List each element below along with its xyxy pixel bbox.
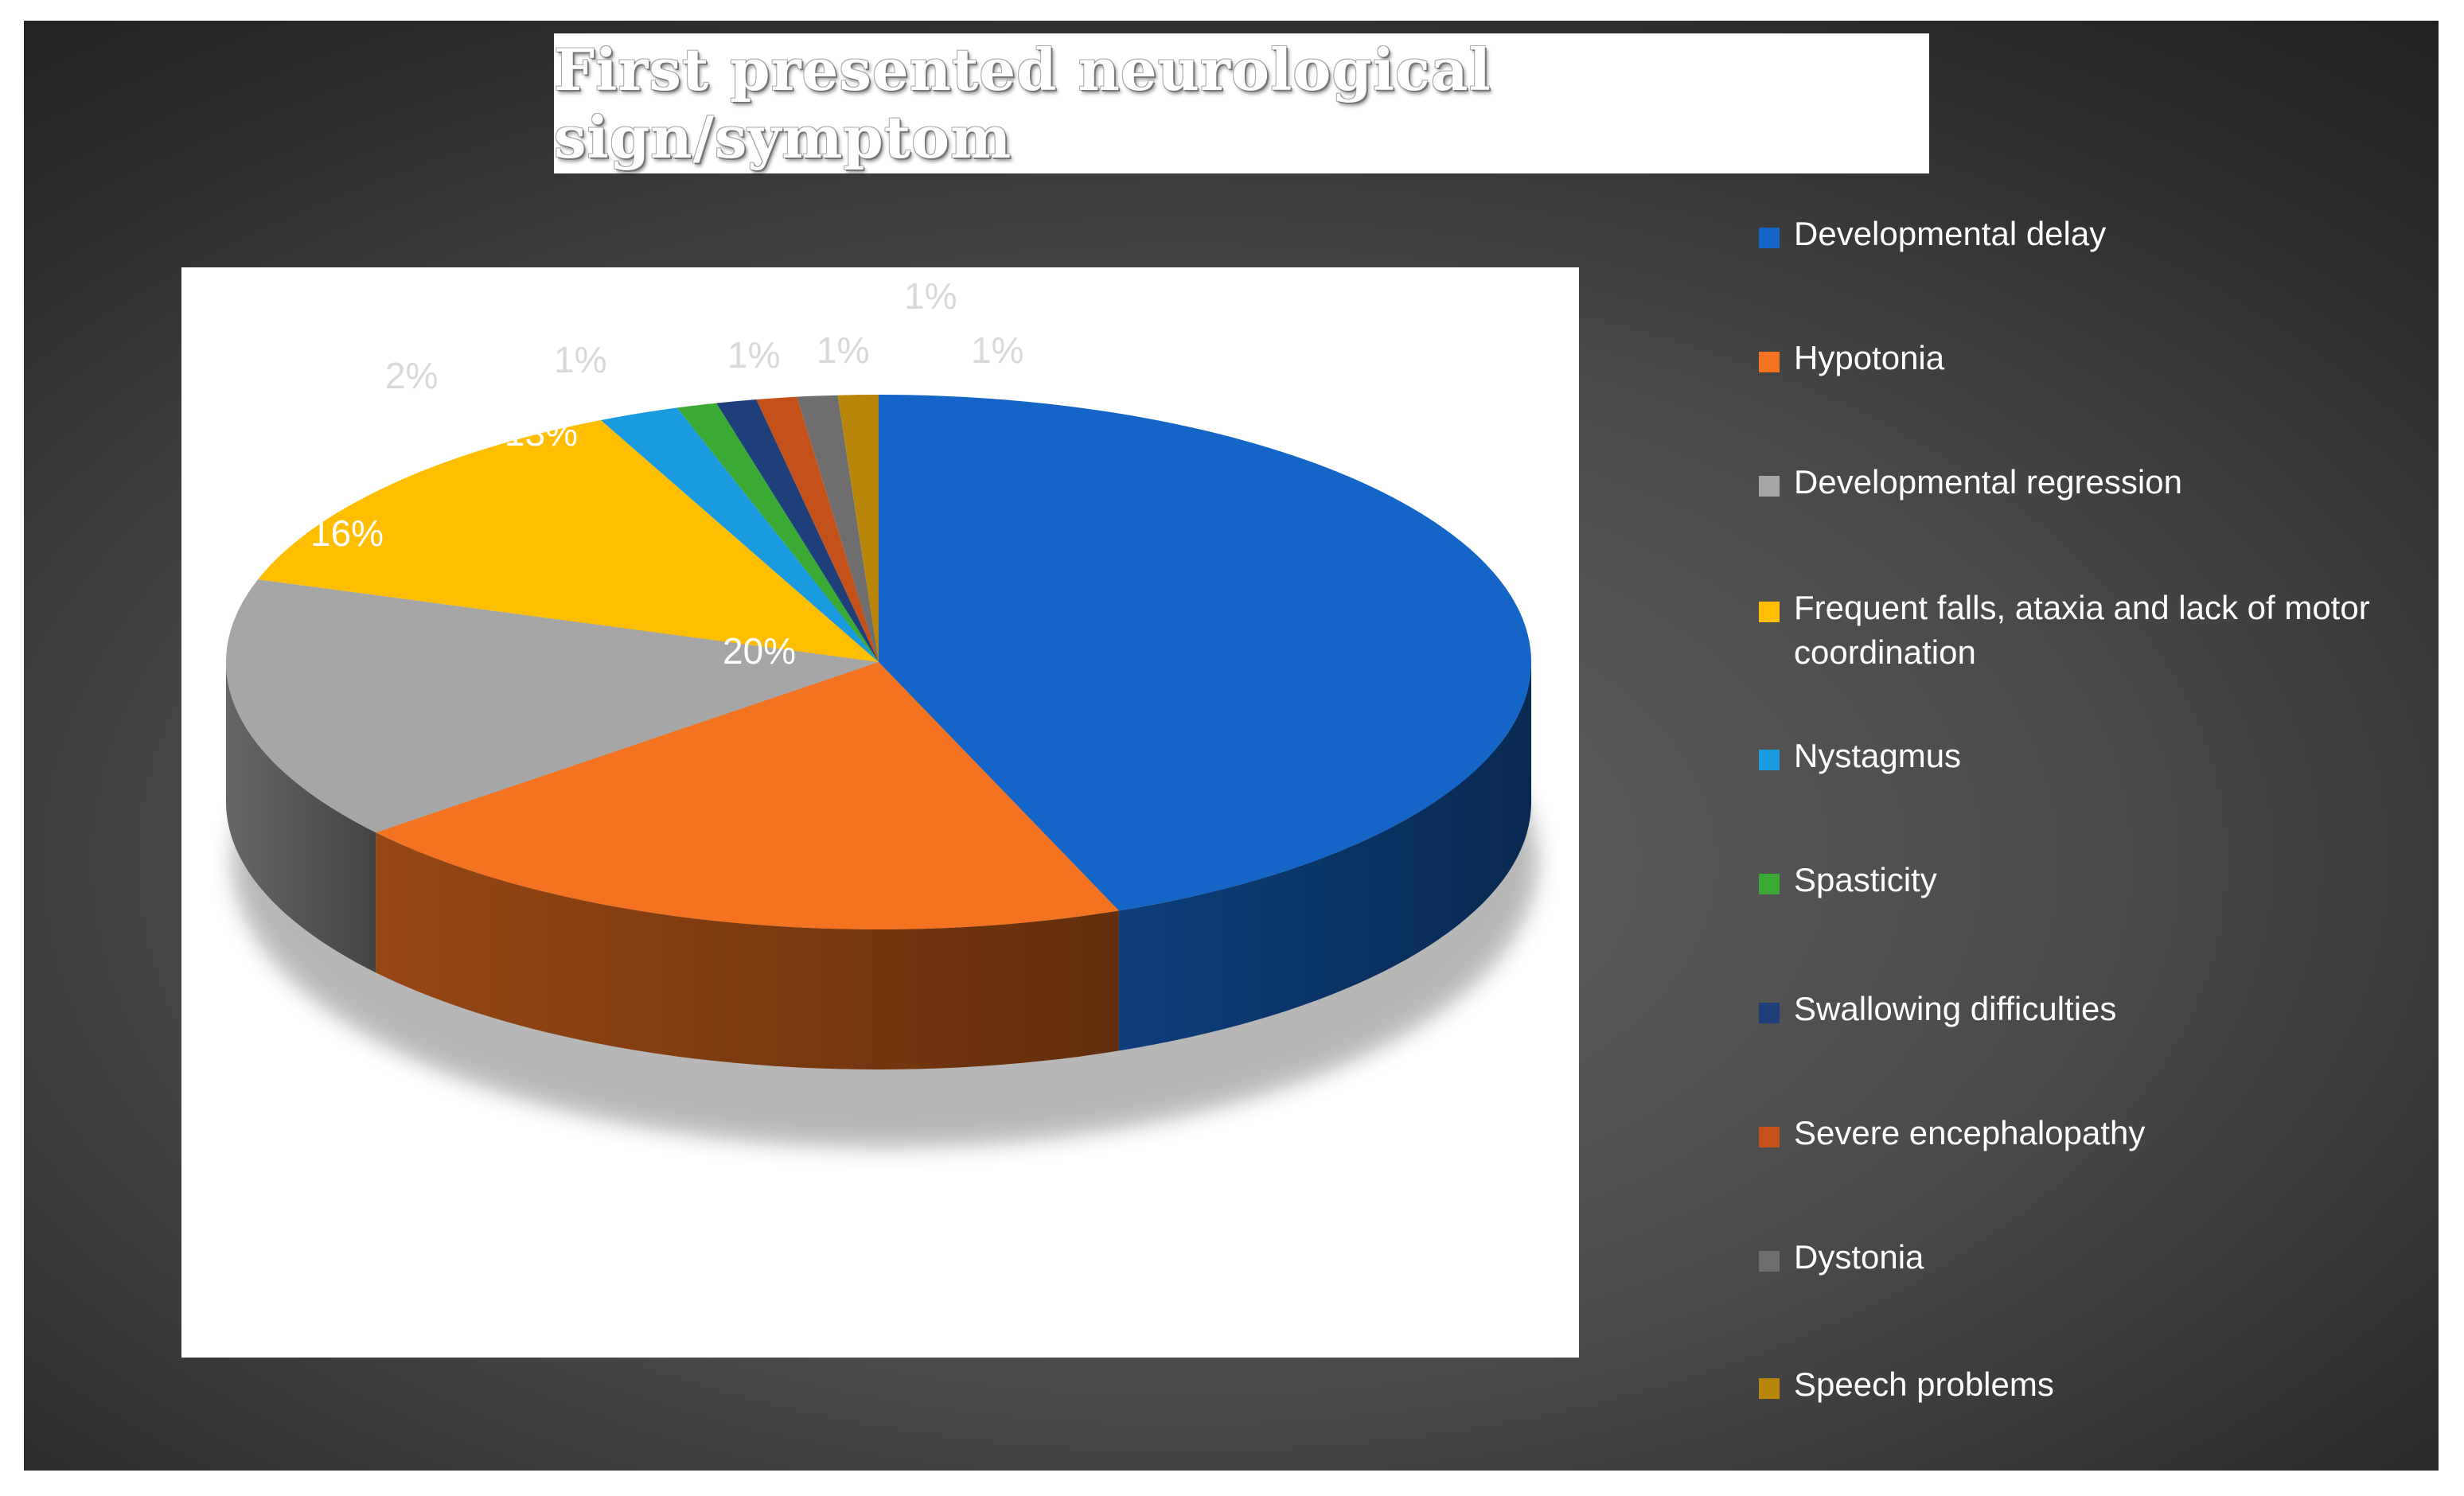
legend-item-spasticity: Spasticity xyxy=(1759,858,2427,902)
legend-swatch xyxy=(1759,1378,1780,1399)
legend-label: Speech problems xyxy=(1794,1365,2054,1403)
legend-item-nystagmus: Nystagmus xyxy=(1759,734,2427,778)
pie-slice-severe-encephalopathy xyxy=(756,396,879,662)
pie-label-speech-problems: 1% xyxy=(971,329,1023,371)
legend-label: Spasticity xyxy=(1794,861,1937,898)
pie-label-frequent-falls-ataxia-and-lack-of-motor-coordination: 13% xyxy=(505,412,578,454)
pie-label-spasticity: 1% xyxy=(554,339,606,380)
legend-swatch xyxy=(1759,352,1780,372)
legend-label: Frequent falls, ataxia and lack of motor… xyxy=(1794,589,2370,671)
legend-item-frequent-falls-ataxia-and-lack-of-motor-coordination: Frequent falls, ataxia and lack of motor… xyxy=(1759,586,2427,675)
legend-swatch xyxy=(1759,1003,1780,1023)
legend-item-severe-encephalopathy: Severe encephalopathy xyxy=(1759,1111,2427,1155)
legend-swatch xyxy=(1759,874,1780,894)
legend-item-dystonia: Dystonia xyxy=(1759,1235,2427,1280)
pie-slice-swallowing-difficulties xyxy=(716,399,879,662)
legend-label: Hypotonia xyxy=(1794,339,1945,376)
legend-item-speech-problems: Speech problems xyxy=(1759,1362,2427,1407)
pie-slice-frequent-falls-ataxia-and-lack-of-motor-coordination xyxy=(258,420,879,662)
pie-slice-developmental-regression xyxy=(225,579,879,833)
pie-slice-hypotonia xyxy=(376,662,1119,930)
legend-swatch xyxy=(1759,476,1780,497)
chart-title: First presented neurological sign/sympto… xyxy=(554,36,1491,171)
pie-side-shade-developmental-delay xyxy=(1118,662,1531,1051)
pie-slice-spasticity xyxy=(676,403,879,662)
legend-item-hypotonia: Hypotonia xyxy=(1759,336,2427,380)
plot-area: 44% 20% 16% 13% 2% 1% 1% 1% 1% 1% xyxy=(181,267,1579,1358)
legend-item-developmental-regression: Developmental regression xyxy=(1759,460,2427,505)
pie-slice-dystonia xyxy=(797,395,879,662)
title-box: First presented neurological sign/sympto… xyxy=(554,33,1929,173)
legend-item-developmental-delay: Developmental delay xyxy=(1759,212,2427,256)
legend-label: Nystagmus xyxy=(1794,737,1962,774)
pie-slice-speech-problems xyxy=(837,395,879,662)
legend-swatch xyxy=(1759,750,1780,770)
pie-chart: 44% 20% 16% 13% 2% 1% 1% 1% 1% 1% xyxy=(225,275,1538,1147)
legend-label: Swallowing difficulties xyxy=(1794,990,2117,1027)
pie-label-swallowing-difficulties: 1% xyxy=(727,334,780,376)
legend-label: Developmental regression xyxy=(1794,463,2182,501)
legend-swatch xyxy=(1759,1251,1780,1272)
legend-swatch xyxy=(1759,602,1780,622)
chart-frame: First presented neurological sign/sympto… xyxy=(24,21,2439,1471)
pie-label-developmental-delay: 44% xyxy=(1391,450,1464,492)
pie-slice-nystagmus xyxy=(600,407,879,662)
pie-side-shade-hypotonia xyxy=(376,832,1119,1069)
pie-label-nystagmus: 2% xyxy=(385,355,438,396)
pie-sides xyxy=(226,662,1531,1069)
legend-label: Developmental delay xyxy=(1794,215,2107,252)
pie-tops xyxy=(225,395,1532,930)
pie-side-shade-developmental-regression xyxy=(226,662,376,973)
legend-item-swallowing-difficulties: Swallowing difficulties xyxy=(1759,987,2427,1031)
legend-label: Severe encephalopathy xyxy=(1794,1114,2146,1151)
pie-label-hypotonia: 20% xyxy=(723,630,796,672)
pie-label-dystonia: 1% xyxy=(904,275,957,317)
pie-labels: 44% 20% 16% 13% 2% 1% 1% 1% 1% 1% xyxy=(310,275,1464,672)
pie-label-developmental-regression: 16% xyxy=(310,512,384,554)
legend-swatch xyxy=(1759,228,1780,248)
legend-swatch xyxy=(1759,1127,1780,1147)
pie-label-severe-encephalopathy: 1% xyxy=(817,329,869,371)
pie-slice-developmental-delay xyxy=(879,395,1532,911)
legend-label: Dystonia xyxy=(1794,1238,1924,1276)
